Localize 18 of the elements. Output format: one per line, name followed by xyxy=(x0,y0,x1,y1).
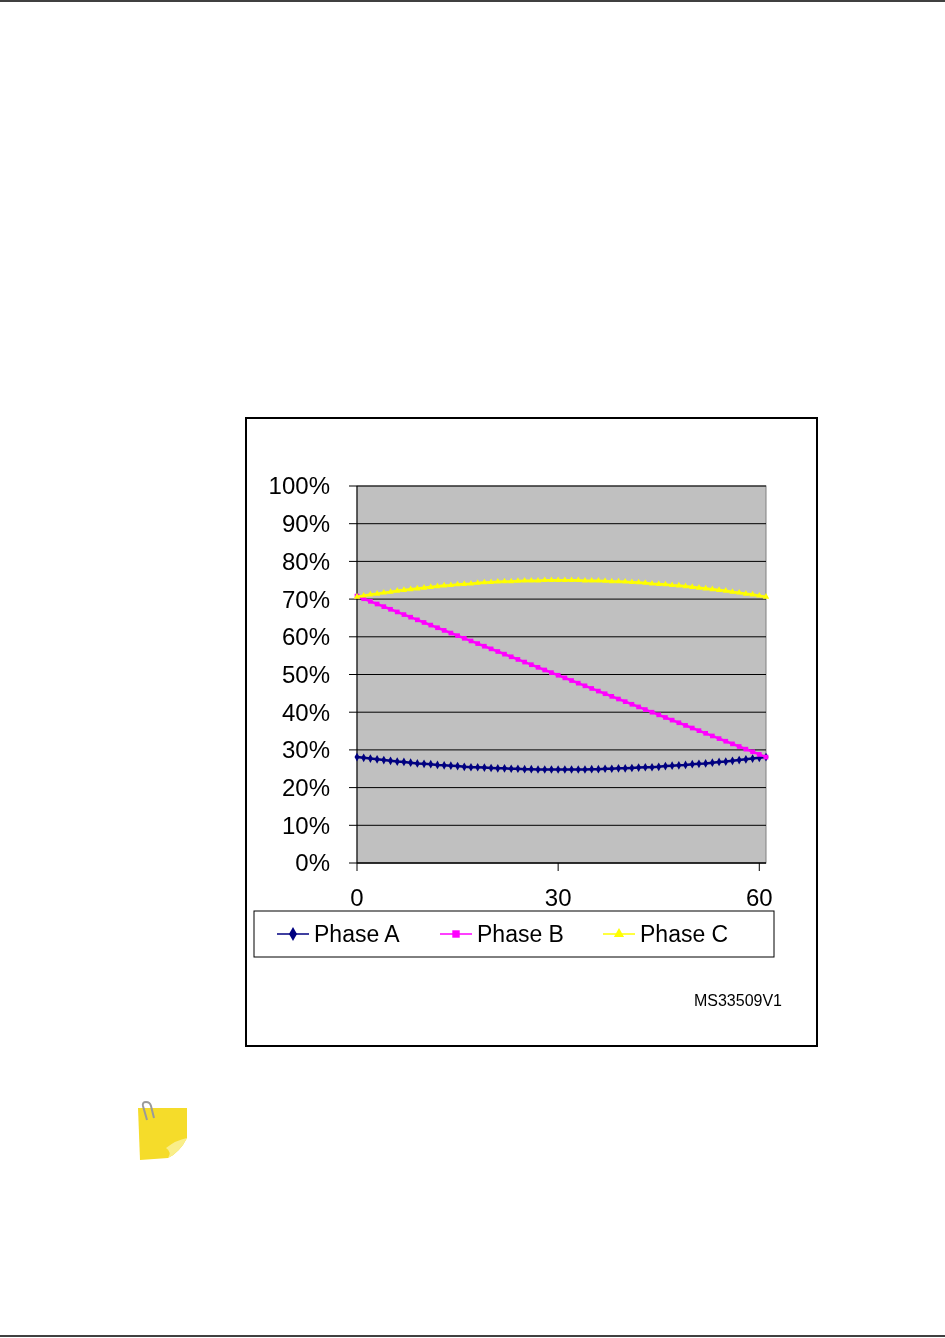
text: MS33509V1 xyxy=(693,992,783,1009)
y-tick-label: 60% xyxy=(281,623,330,651)
y-tick-label: 70% xyxy=(281,585,330,613)
y-tick-label: 50% xyxy=(281,660,330,688)
legend-label: Phase A xyxy=(314,921,401,948)
y-tick-label: 80% xyxy=(281,547,330,575)
legend-label: Phase B xyxy=(477,921,564,948)
legend-label: Phase C xyxy=(640,921,729,948)
y-tick-label: 10% xyxy=(281,811,330,839)
y-tick-label: 90% xyxy=(281,510,330,538)
y-tick-label: 30% xyxy=(281,736,330,764)
x-tick-label: 60 xyxy=(745,884,773,911)
x-tick-label: 0 xyxy=(350,884,364,911)
y-tick-label: 20% xyxy=(281,774,330,801)
y-tick-label: 0% xyxy=(295,849,330,877)
y-tick-label: 100% xyxy=(268,472,330,500)
y-tick-label: 40% xyxy=(281,698,330,726)
x-tick-label: 30 xyxy=(544,884,572,911)
